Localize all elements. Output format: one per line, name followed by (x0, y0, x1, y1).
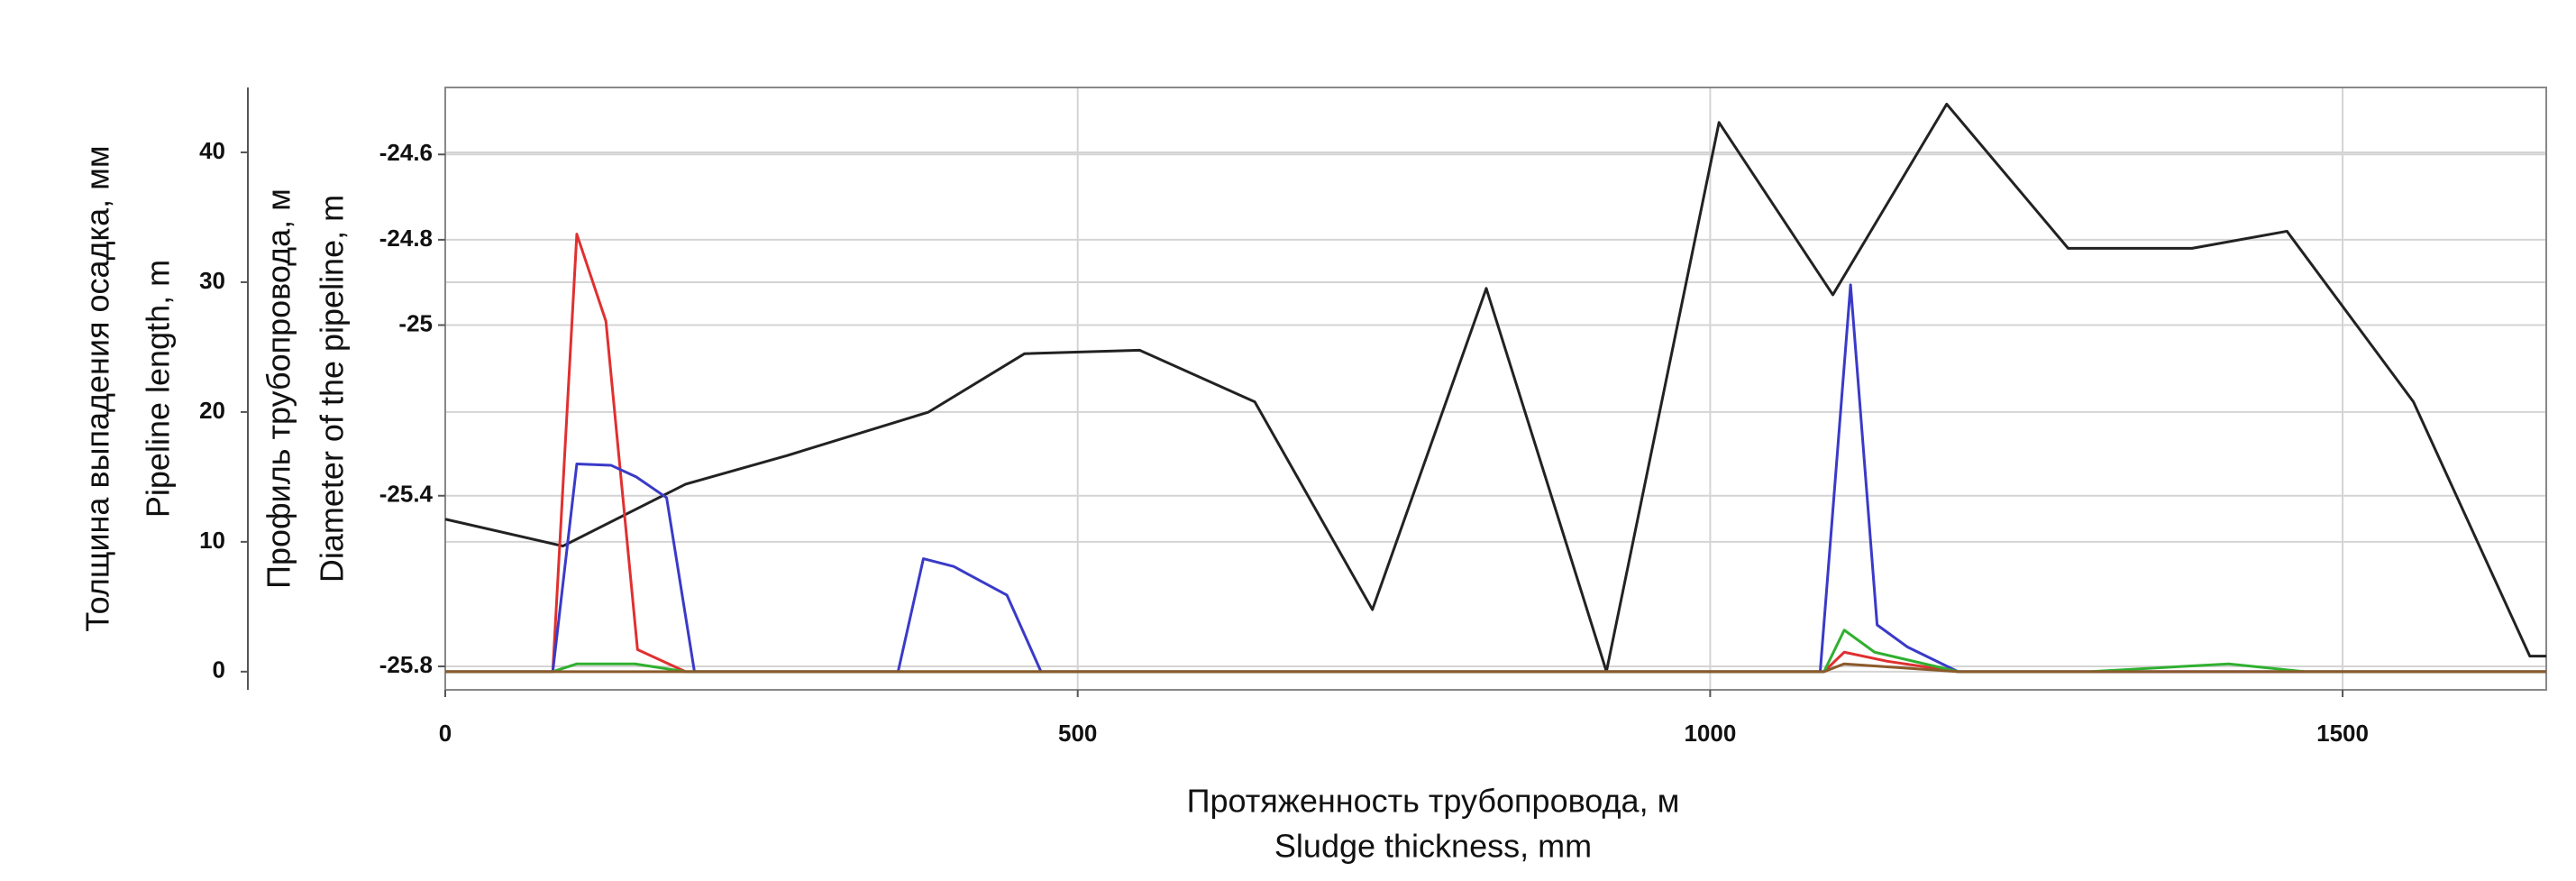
y2-tick-label: -25 (398, 309, 433, 336)
x-axis-label: Sludge thickness, mm (1274, 828, 1592, 865)
series-line (445, 662, 2546, 674)
series-line (445, 283, 2546, 674)
series-line (445, 629, 2546, 674)
x-tick-label: 0 (439, 720, 452, 747)
y-axis-label: Толщина выпадения осадка, мм (79, 145, 116, 631)
y-tick-label: 20 (199, 397, 225, 424)
x-axis-label: Протяженность трубопровода, м (1187, 783, 1680, 820)
y2-tick-label: -24.8 (379, 225, 433, 252)
y-tick-label: 30 (199, 267, 225, 294)
x-tick-label: 1000 (1684, 720, 1736, 747)
y2-tick-label: -25.8 (379, 651, 433, 678)
y-tick-label: 40 (199, 137, 225, 164)
y-tick-label: 0 (213, 656, 225, 684)
y2-axis-label: Diameter of the pipeline, m (314, 195, 351, 583)
y2-tick-label: -24.6 (379, 139, 433, 166)
series-line (444, 102, 2546, 674)
x-tick-label: 1500 (2316, 720, 2369, 747)
series-line (445, 233, 2546, 674)
y-tick-label: 10 (199, 527, 225, 554)
y2-tick-label: -25.4 (379, 481, 434, 508)
y2-axis-label: Профиль трубопровода, м (260, 188, 297, 589)
x-tick-label: 500 (1058, 720, 1097, 747)
y-axis-label: Pipeline length, m (140, 260, 177, 518)
plot-frame (444, 87, 2547, 691)
